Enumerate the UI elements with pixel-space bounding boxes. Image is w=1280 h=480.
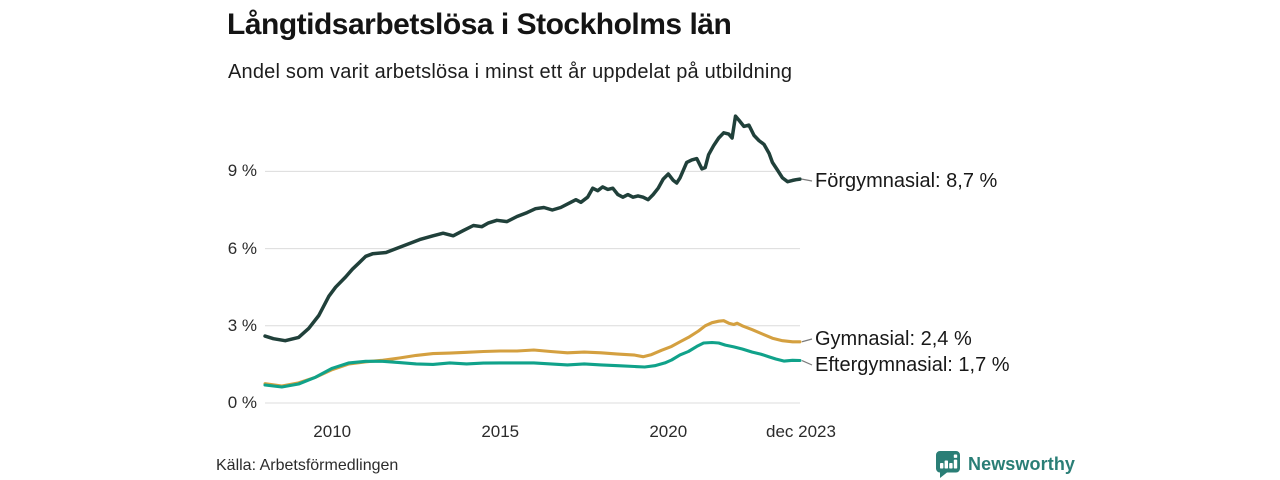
source-note: Källa: Arbetsförmedlingen <box>216 457 399 474</box>
label-leader-line <box>801 338 813 343</box>
newsworthy-logo: Newsworthy <box>936 451 1075 478</box>
x-tick-label: 2015 <box>481 422 520 441</box>
x-tick-label: 2020 <box>649 422 688 441</box>
page-title: Långtidsarbetslösa i Stockholms län <box>227 8 732 41</box>
y-tick-label: 6 % <box>227 238 257 258</box>
x-tick-label: dec 2023 <box>766 422 836 441</box>
y-tick-label: 0 % <box>227 393 257 412</box>
newsworthy-logo-text: Newsworthy <box>968 454 1076 474</box>
series-label-gymnasial: Gymnasial: 2,4 % <box>815 328 972 350</box>
y-tick-label: 3 % <box>227 315 257 335</box>
x-tick-label: 2010 <box>313 422 352 441</box>
series-line-förgymnasial <box>263 114 802 343</box>
series-label-eftergymnasial: Eftergymnasial: 1,7 % <box>815 354 1010 376</box>
label-leader-line <box>801 178 813 182</box>
y-tick-label: 9 % <box>227 161 257 181</box>
series-label-forgymnasial: Förgymnasial: 8,7 % <box>815 170 998 192</box>
series-line-gymnasial <box>263 319 802 388</box>
newsworthy-logo-icon <box>936 451 960 478</box>
page-subtitle: Andel som varit arbetslösa i minst ett å… <box>228 61 793 83</box>
label-leader-line <box>801 359 813 366</box>
series-line-eftergymnasial <box>263 340 802 389</box>
